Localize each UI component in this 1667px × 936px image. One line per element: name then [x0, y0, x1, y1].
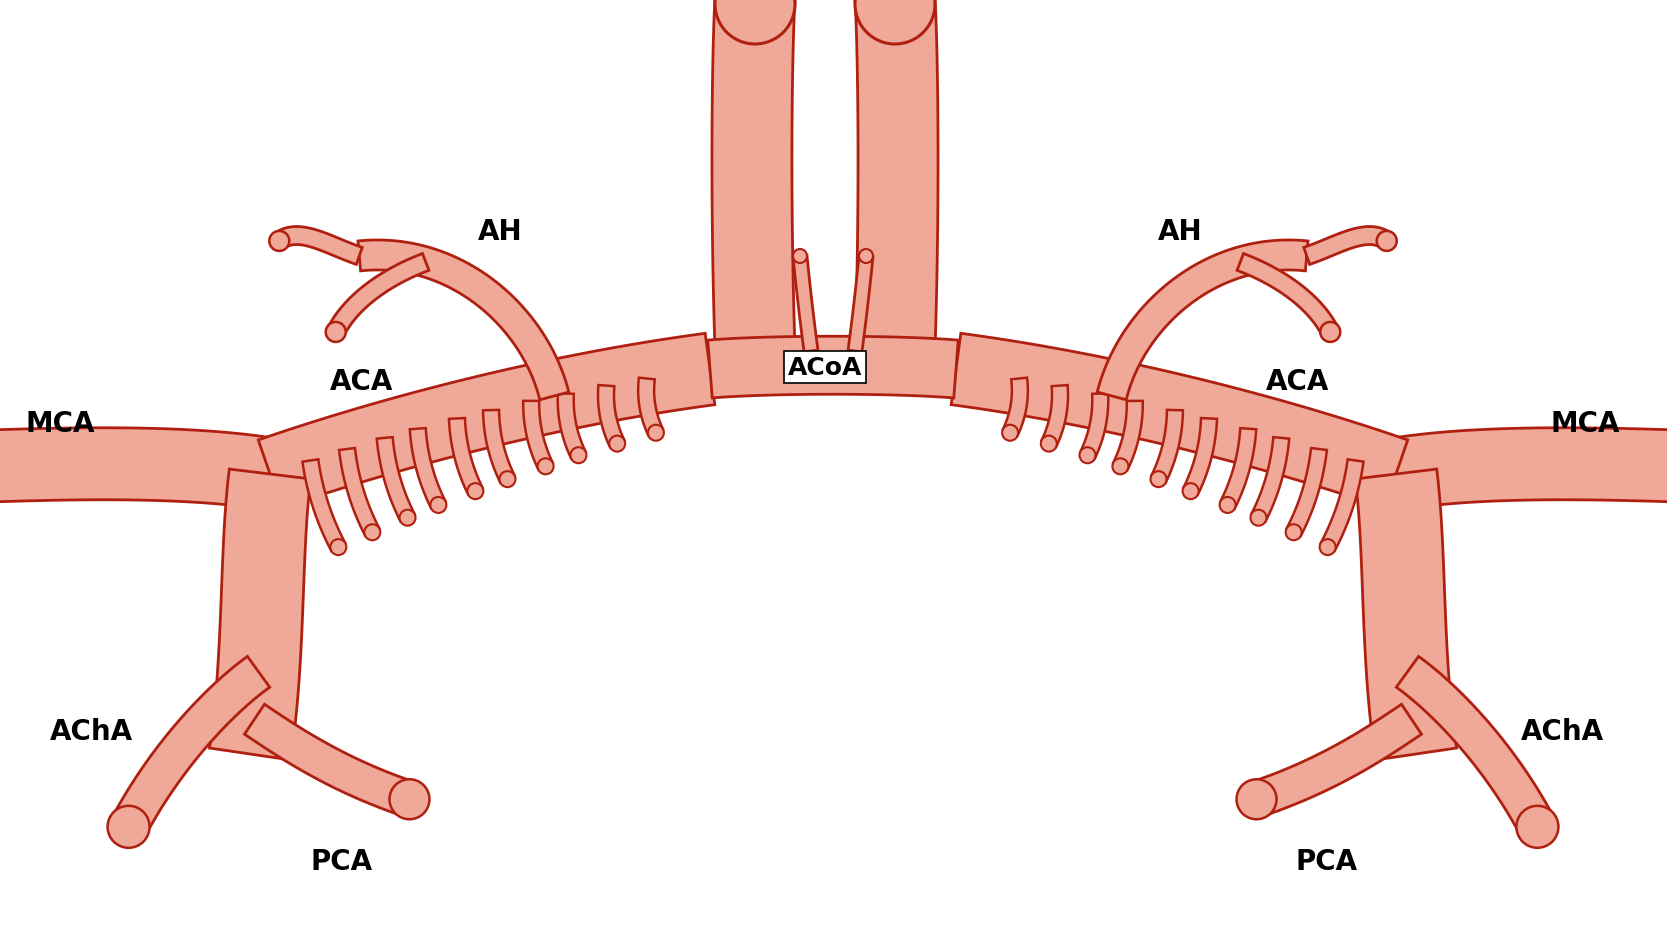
Circle shape: [400, 510, 415, 526]
Circle shape: [390, 780, 430, 819]
Circle shape: [1237, 780, 1277, 819]
Polygon shape: [112, 657, 270, 836]
Polygon shape: [1320, 460, 1364, 551]
Circle shape: [1250, 510, 1267, 526]
Polygon shape: [712, 0, 795, 351]
Text: AChA: AChA: [1520, 717, 1604, 745]
Circle shape: [325, 323, 345, 343]
Polygon shape: [1042, 386, 1069, 447]
Polygon shape: [708, 337, 959, 399]
Circle shape: [793, 250, 807, 264]
Circle shape: [1285, 525, 1302, 541]
Circle shape: [467, 484, 483, 500]
Polygon shape: [328, 255, 428, 337]
Circle shape: [538, 459, 553, 475]
Text: MCA: MCA: [25, 410, 95, 437]
Polygon shape: [855, 0, 939, 351]
Circle shape: [1002, 425, 1019, 441]
Polygon shape: [1220, 429, 1257, 509]
Text: MCA: MCA: [1550, 410, 1620, 437]
Circle shape: [365, 525, 380, 541]
Polygon shape: [358, 241, 568, 401]
Circle shape: [855, 0, 935, 45]
Text: ACA: ACA: [1265, 368, 1329, 396]
Polygon shape: [258, 334, 715, 508]
Circle shape: [1150, 472, 1167, 488]
Circle shape: [270, 232, 290, 252]
Polygon shape: [1355, 470, 1457, 760]
Polygon shape: [793, 256, 818, 353]
Polygon shape: [1304, 227, 1392, 265]
Polygon shape: [1252, 438, 1289, 521]
Circle shape: [500, 472, 515, 488]
Polygon shape: [275, 227, 362, 265]
Circle shape: [1112, 459, 1129, 475]
Polygon shape: [1250, 705, 1422, 816]
Text: PCA: PCA: [1295, 847, 1359, 875]
Polygon shape: [1397, 657, 1554, 836]
Polygon shape: [952, 334, 1407, 508]
Circle shape: [648, 425, 663, 441]
Polygon shape: [448, 418, 482, 495]
Polygon shape: [1390, 429, 1667, 510]
Polygon shape: [1080, 394, 1109, 460]
Text: AChA: AChA: [50, 717, 133, 745]
Circle shape: [108, 806, 150, 848]
Polygon shape: [338, 448, 380, 536]
Text: PCA: PCA: [310, 847, 372, 875]
Polygon shape: [0, 429, 275, 510]
Polygon shape: [377, 438, 415, 521]
Circle shape: [1040, 436, 1057, 452]
Circle shape: [570, 447, 587, 463]
Polygon shape: [638, 378, 663, 436]
Polygon shape: [558, 394, 585, 460]
Polygon shape: [410, 429, 445, 509]
Circle shape: [859, 250, 874, 264]
Circle shape: [430, 497, 447, 514]
Polygon shape: [1114, 402, 1144, 470]
Polygon shape: [1237, 255, 1339, 337]
Polygon shape: [598, 386, 625, 447]
Polygon shape: [849, 256, 874, 353]
Circle shape: [1377, 232, 1397, 252]
Text: ACA: ACA: [330, 368, 393, 396]
Circle shape: [608, 436, 625, 452]
Polygon shape: [483, 411, 515, 483]
Text: AH: AH: [1159, 218, 1202, 246]
Circle shape: [1517, 806, 1559, 848]
Polygon shape: [245, 705, 415, 816]
Polygon shape: [523, 402, 553, 470]
Polygon shape: [1097, 241, 1309, 401]
Circle shape: [1320, 539, 1335, 555]
Polygon shape: [302, 460, 345, 551]
Circle shape: [1080, 447, 1095, 463]
Circle shape: [1220, 497, 1235, 514]
Polygon shape: [210, 470, 310, 760]
Circle shape: [1182, 484, 1199, 500]
Text: ACoA: ACoA: [788, 356, 862, 380]
Polygon shape: [1152, 411, 1184, 483]
Polygon shape: [1004, 378, 1029, 436]
Text: AH: AH: [478, 218, 523, 246]
Circle shape: [1320, 323, 1340, 343]
Circle shape: [330, 539, 347, 555]
Polygon shape: [1184, 418, 1217, 495]
Polygon shape: [1287, 448, 1327, 536]
Circle shape: [715, 0, 795, 45]
